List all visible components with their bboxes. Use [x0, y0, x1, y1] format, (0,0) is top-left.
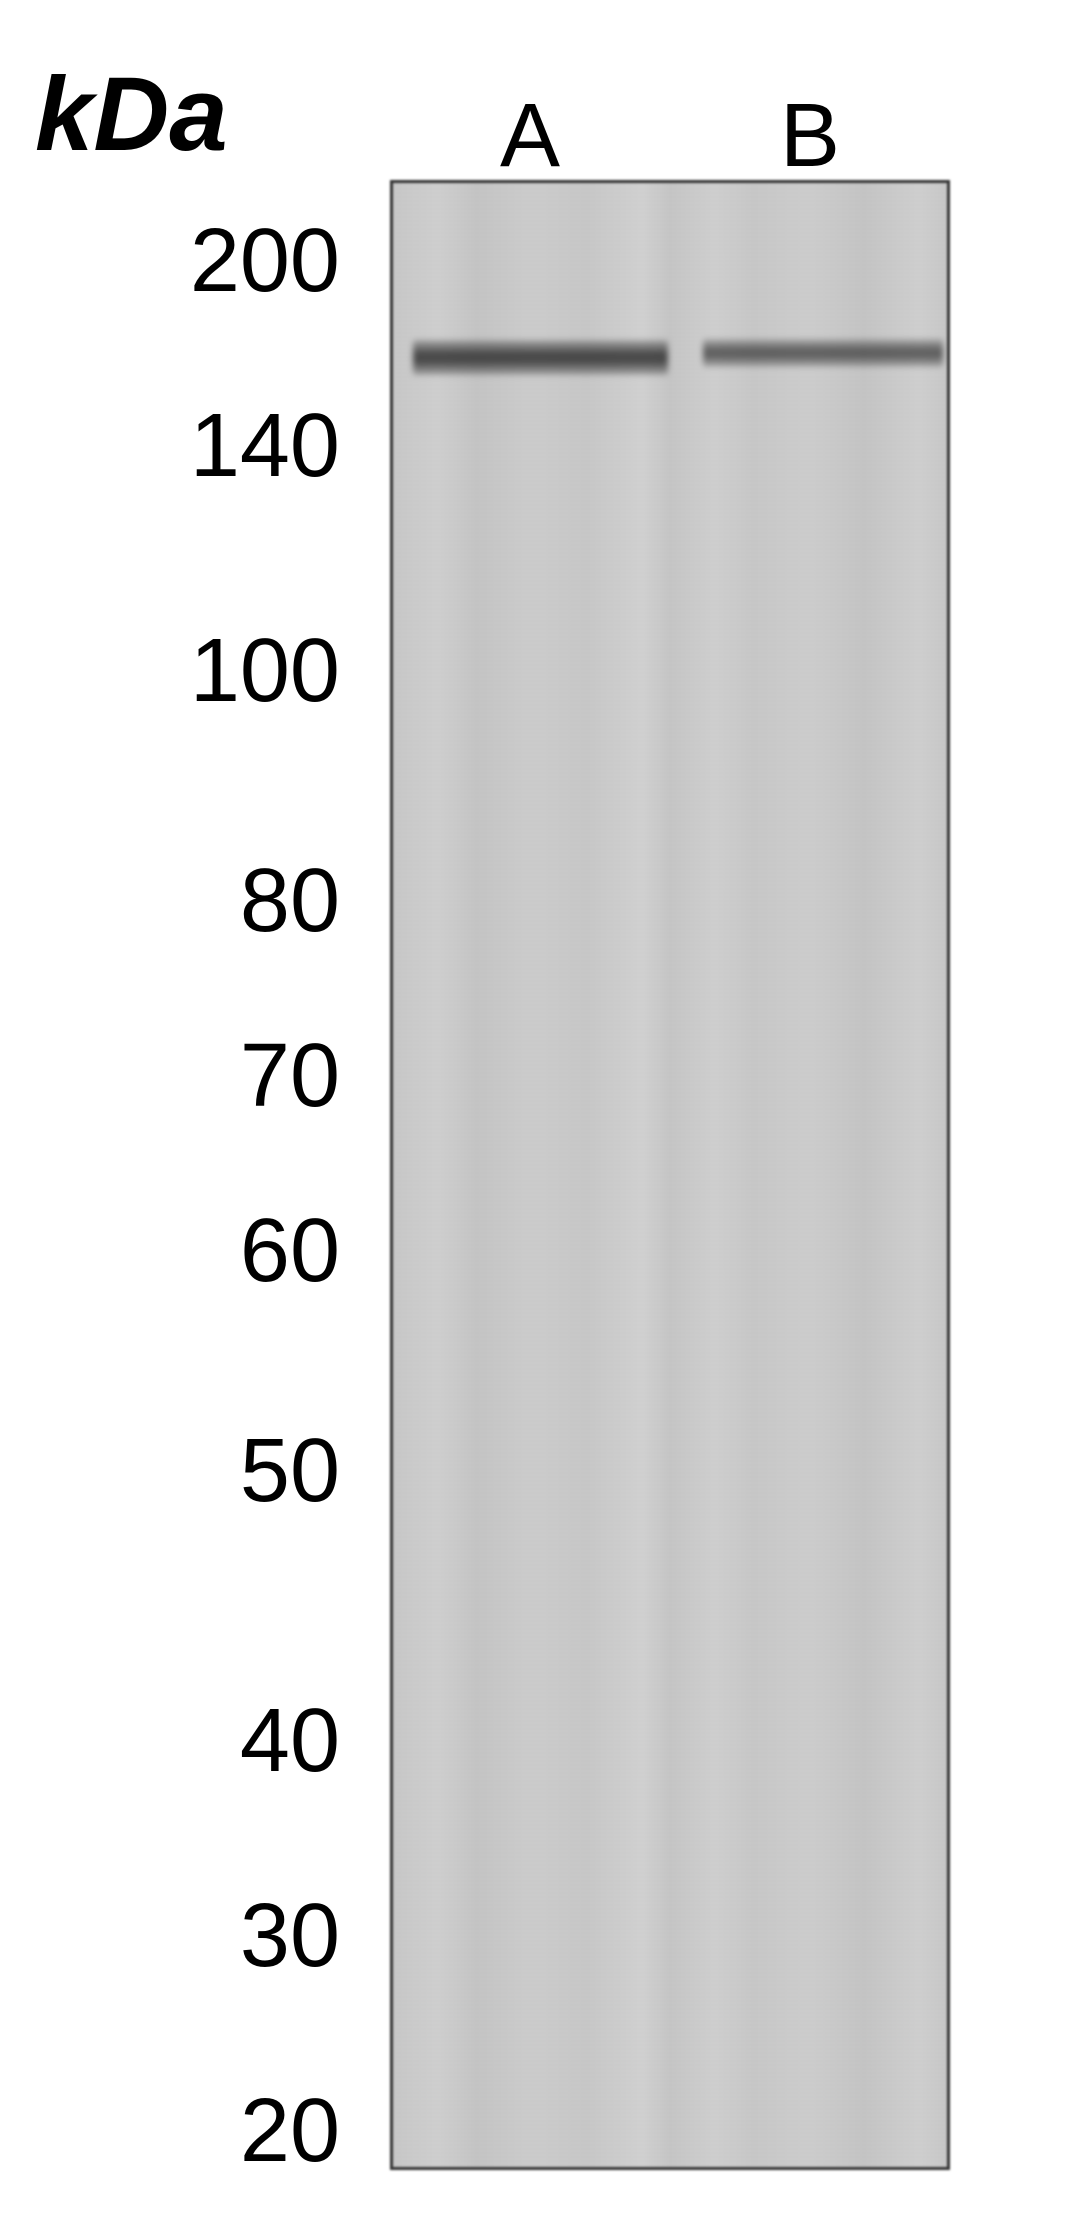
tick-200: 200 — [40, 210, 340, 313]
blot-figure: kDa A B 200 140 100 80 70 60 50 40 30 20 — [0, 0, 1080, 2224]
lane-label-a: A — [490, 85, 570, 188]
axis-unit-label: kDa — [35, 55, 228, 175]
band-lane-a — [413, 340, 668, 375]
tick-60: 60 — [40, 1200, 340, 1303]
tick-140: 140 — [40, 395, 340, 498]
tick-80: 80 — [40, 850, 340, 953]
band-lane-b — [703, 339, 943, 367]
tick-100: 100 — [40, 620, 340, 723]
blot-membrane — [390, 180, 950, 2170]
tick-30: 30 — [40, 1885, 340, 1988]
tick-20: 20 — [40, 2080, 340, 2183]
tick-40: 40 — [40, 1690, 340, 1793]
lane-label-b: B — [770, 85, 850, 188]
tick-70: 70 — [40, 1025, 340, 1128]
tick-50: 50 — [40, 1420, 340, 1523]
